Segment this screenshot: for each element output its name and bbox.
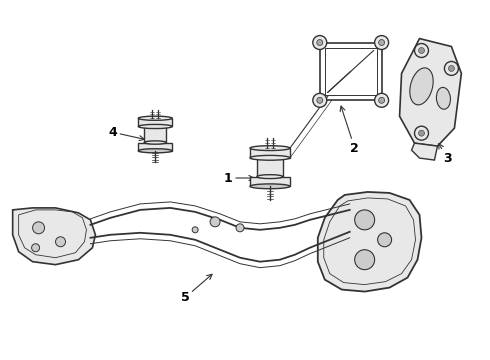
Circle shape xyxy=(444,62,458,75)
Polygon shape xyxy=(13,208,96,265)
Circle shape xyxy=(55,237,66,247)
Ellipse shape xyxy=(410,68,433,105)
Text: 3: 3 xyxy=(439,144,452,165)
Circle shape xyxy=(448,66,454,71)
Polygon shape xyxy=(399,39,462,146)
Ellipse shape xyxy=(437,87,450,109)
Circle shape xyxy=(33,222,45,234)
Ellipse shape xyxy=(138,116,172,120)
Circle shape xyxy=(415,44,428,58)
Circle shape xyxy=(236,224,244,232)
Polygon shape xyxy=(257,158,283,177)
Circle shape xyxy=(418,48,424,54)
Circle shape xyxy=(418,130,424,136)
Polygon shape xyxy=(144,126,166,143)
Polygon shape xyxy=(318,192,421,292)
Circle shape xyxy=(317,40,323,45)
Circle shape xyxy=(415,126,428,140)
Ellipse shape xyxy=(138,125,172,129)
Circle shape xyxy=(313,93,327,107)
Circle shape xyxy=(375,36,389,50)
Circle shape xyxy=(32,244,40,252)
Circle shape xyxy=(313,36,327,50)
Ellipse shape xyxy=(138,149,172,153)
Circle shape xyxy=(355,210,375,230)
Polygon shape xyxy=(138,118,172,126)
Ellipse shape xyxy=(250,184,290,189)
Ellipse shape xyxy=(257,175,283,179)
Circle shape xyxy=(192,227,198,233)
Circle shape xyxy=(317,97,323,103)
Ellipse shape xyxy=(144,141,166,144)
Ellipse shape xyxy=(250,146,290,150)
Text: 1: 1 xyxy=(223,171,254,185)
Circle shape xyxy=(378,233,392,247)
Polygon shape xyxy=(412,143,438,160)
Circle shape xyxy=(379,97,385,103)
Polygon shape xyxy=(250,148,290,158)
Ellipse shape xyxy=(250,156,290,160)
Circle shape xyxy=(355,250,375,270)
Circle shape xyxy=(379,40,385,45)
Text: 2: 2 xyxy=(340,106,359,155)
Circle shape xyxy=(210,217,220,227)
Polygon shape xyxy=(138,143,172,151)
Text: 5: 5 xyxy=(181,274,212,304)
Text: 4: 4 xyxy=(108,126,145,141)
Circle shape xyxy=(375,93,389,107)
Polygon shape xyxy=(250,177,290,186)
